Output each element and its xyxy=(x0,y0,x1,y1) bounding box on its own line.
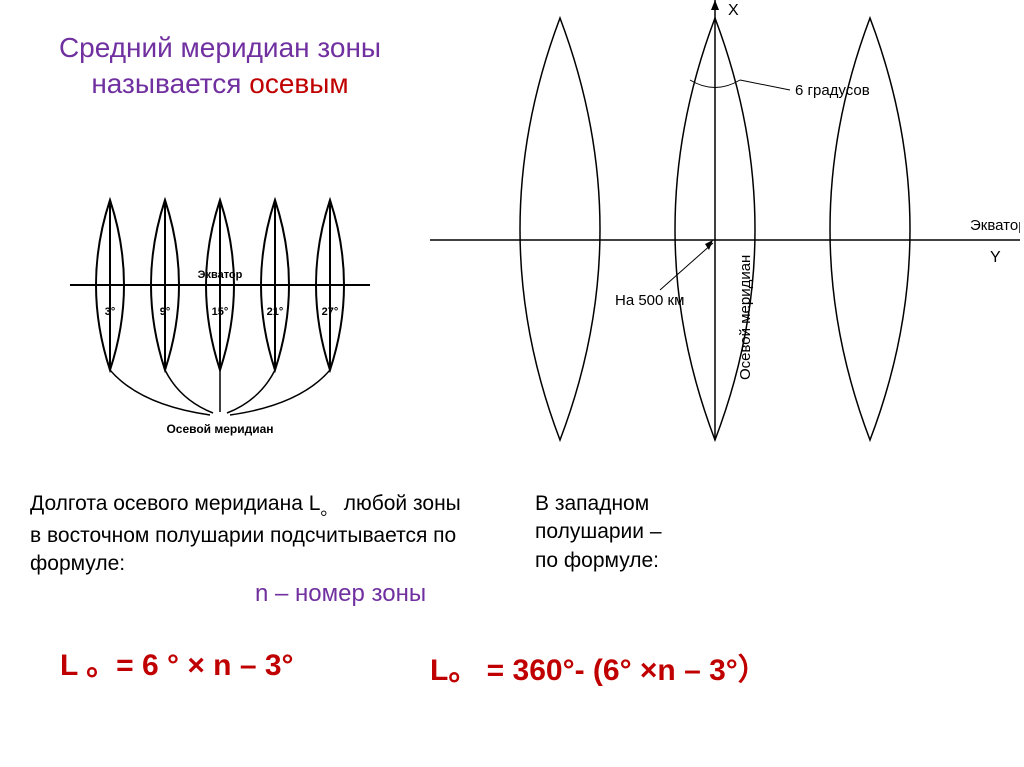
title-line1: Средний меридиан зоны xyxy=(59,32,381,63)
axial-meridian-label: Осевой меридиан xyxy=(737,255,754,380)
east-hemisphere-text: Долгота осевого меридиана L。 любой зоны … xyxy=(30,490,500,579)
slide-title: Средний меридиан зоны называется осевым xyxy=(30,30,410,103)
svg-text:9°: 9° xyxy=(160,306,171,318)
svg-text:27°: 27° xyxy=(322,306,339,318)
big-zones-diagram: X Экватор Y 6 градусов На 500 км Осевой … xyxy=(430,0,1020,450)
title-line2a: называется xyxy=(91,68,249,99)
west-hemisphere-text: В западном полушарии – по формуле: xyxy=(535,490,735,575)
svg-text:21°: 21° xyxy=(267,306,284,318)
small-equator-label: Экватор xyxy=(198,269,243,281)
y-axis-label: Y xyxy=(990,249,1001,266)
offset-label: На 500 км xyxy=(615,292,684,309)
formula-west: L。 = 360°- (6° ×n – 3°） xyxy=(430,645,768,689)
n-zone-label: n – номер зоны xyxy=(255,578,426,610)
title-line2b: осевым xyxy=(249,68,348,99)
svg-text:15°: 15° xyxy=(212,306,229,318)
six-degrees-label: 6 градусов xyxy=(795,82,870,99)
small-zones-diagram: Экватор 3° 9° 15° 21° 27° Осевой меридиа… xyxy=(70,190,370,440)
x-axis-label: X xyxy=(728,2,739,19)
formula-east: L 。= 6 ° × n – 3° xyxy=(60,640,294,684)
svg-text:3°: 3° xyxy=(105,306,116,318)
equator-label: Экватор xyxy=(970,217,1020,234)
small-axial-label: Осевой меридиан xyxy=(166,422,273,436)
